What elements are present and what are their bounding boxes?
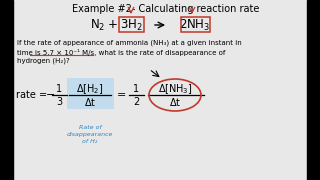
Text: Example #2- Calculating reaction rate: Example #2- Calculating reaction rate [72, 4, 260, 14]
Text: 3H$_2$: 3H$_2$ [120, 17, 142, 33]
Text: $\Delta$t: $\Delta$t [169, 96, 181, 108]
Text: =: = [116, 90, 126, 100]
Text: 3: 3 [56, 97, 62, 107]
Text: −: − [46, 90, 55, 100]
Text: $\Delta$t: $\Delta$t [84, 96, 96, 108]
Text: If the rate of appearance of ammonia (NH₃) at a given instant in: If the rate of appearance of ammonia (NH… [17, 40, 242, 46]
Text: +: + [108, 19, 118, 32]
Text: 2: 2 [133, 97, 139, 107]
Bar [0, 0, 13, 180]
Text: rate =: rate = [16, 90, 47, 100]
FancyBboxPatch shape [67, 78, 114, 109]
Text: N$_2$: N$_2$ [90, 17, 106, 33]
Text: 1: 1 [56, 84, 62, 94]
Text: 1: 1 [133, 84, 139, 94]
Text: $\Delta$[H$_2$]: $\Delta$[H$_2$] [76, 82, 104, 96]
Text: hydrogen (H₂)?: hydrogen (H₂)? [17, 58, 70, 64]
Text: 2NH$_3$: 2NH$_3$ [179, 17, 211, 33]
Text: $\Delta$[NH$_3$]: $\Delta$[NH$_3$] [158, 82, 192, 96]
Text: Rate of
disappearance
of H₂: Rate of disappearance of H₂ [67, 125, 113, 144]
Bar [307, 0, 320, 180]
Text: time is 5.7 × 10⁻¹ M/s, what is the rate of disappearance of: time is 5.7 × 10⁻¹ M/s, what is the rate… [17, 48, 225, 55]
